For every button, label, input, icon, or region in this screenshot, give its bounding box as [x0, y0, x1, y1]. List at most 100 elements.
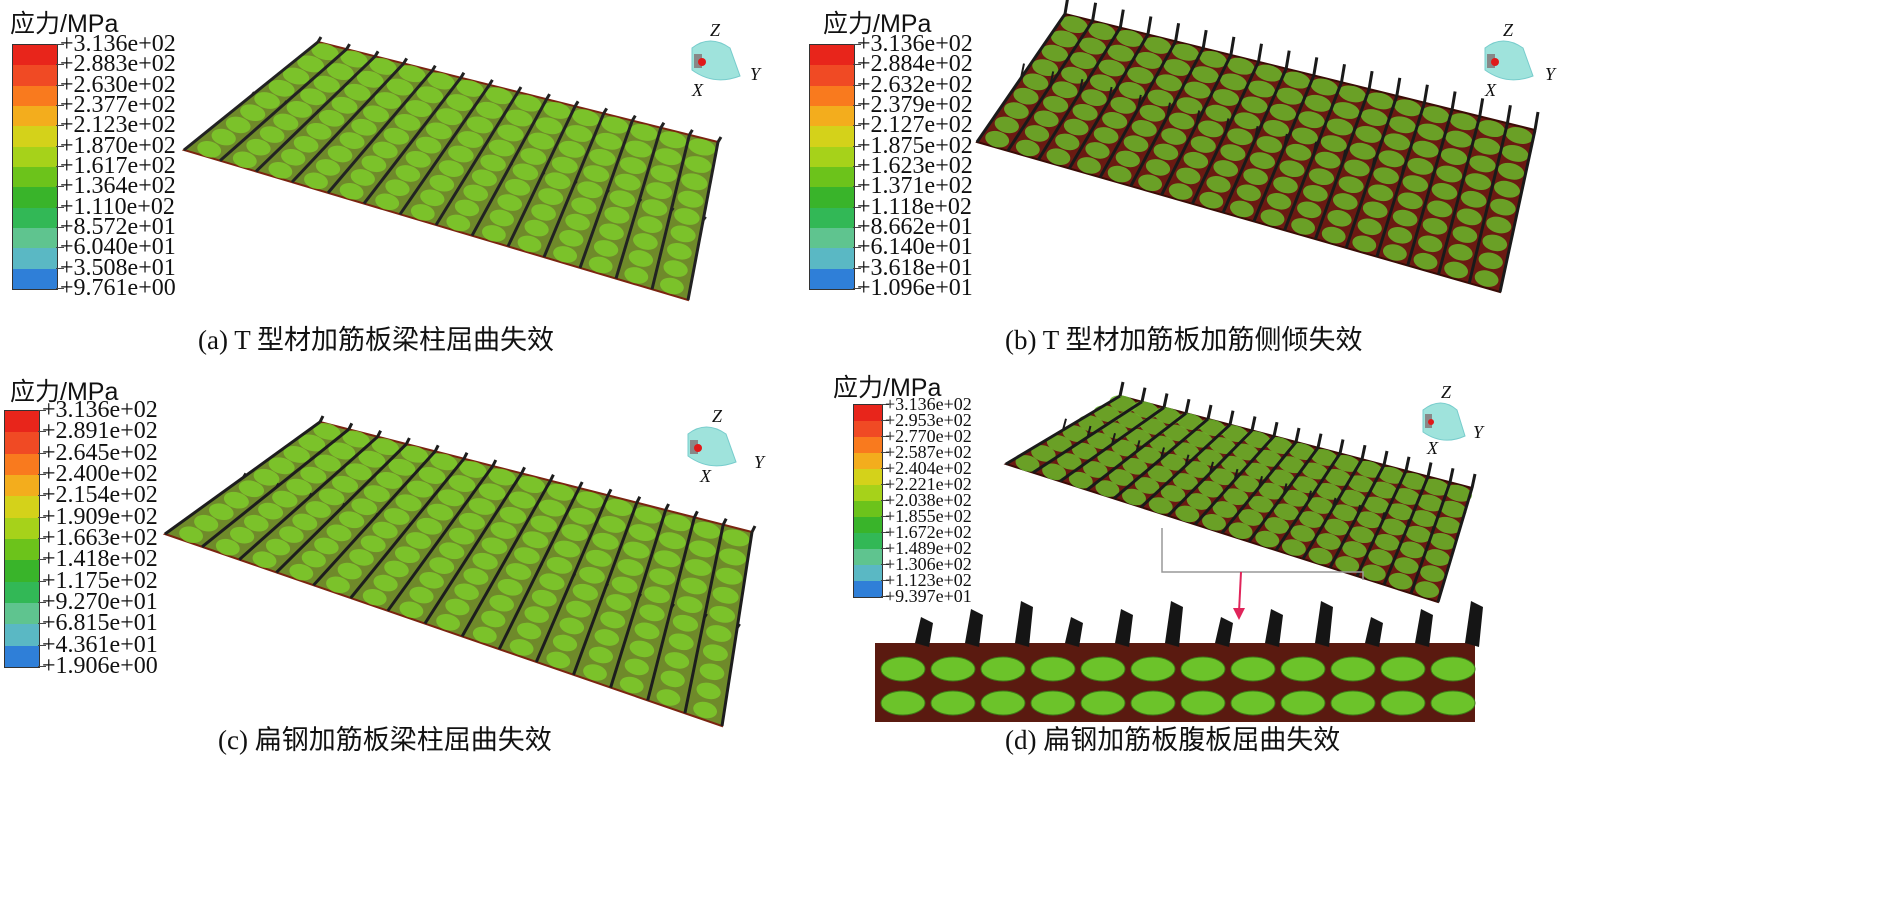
- stress-region: [384, 560, 409, 578]
- stress-region: [1339, 489, 1366, 507]
- stress-region: [268, 457, 295, 475]
- stiffener-flange: [1118, 381, 1125, 397]
- stress-region: [1280, 690, 1326, 716]
- stress-region: [488, 139, 515, 157]
- axis-y-label: Y: [1473, 422, 1484, 442]
- stress-region: [514, 94, 542, 112]
- stress-region: [1256, 136, 1283, 153]
- stress-region: [595, 132, 623, 150]
- stress-region: [680, 577, 707, 595]
- legend-value-label: +1.906e+00: [42, 653, 158, 679]
- legend-swatch: [5, 560, 39, 582]
- legend-tick: [56, 206, 64, 208]
- stress-region: [1298, 111, 1325, 129]
- stress-region: [253, 468, 280, 486]
- stress-region: [617, 559, 644, 576]
- stress-region: [524, 219, 549, 237]
- stress-region: [659, 131, 687, 149]
- stress-region: [559, 229, 584, 247]
- stress-region: [1115, 150, 1140, 168]
- stress-region: [1279, 160, 1305, 178]
- stress-region: [633, 233, 658, 250]
- stiffener-flange: [491, 459, 498, 467]
- axis-x-label: X: [1485, 80, 1496, 100]
- legend-swatch: [810, 105, 854, 127]
- legend-value-label: +1.489e+02: [885, 538, 972, 558]
- stress-region: [1352, 235, 1377, 253]
- stress-region: [1176, 167, 1201, 185]
- stress-region: [609, 190, 636, 208]
- stress-region: [351, 498, 378, 516]
- triad-block: [694, 54, 702, 68]
- stress-region: [1111, 439, 1138, 457]
- legend-value-label: +6.040e+01: [60, 234, 176, 261]
- legend-swatch: [810, 126, 854, 147]
- stress-region: [538, 499, 566, 517]
- stress-region: [658, 532, 686, 550]
- stress-region: [668, 633, 694, 651]
- stress-region: [619, 676, 644, 694]
- triad-shape: [1422, 402, 1466, 441]
- stress-region: [1134, 477, 1160, 494]
- stiffener-flange: [670, 603, 675, 610]
- stiffener: [1283, 81, 1343, 231]
- legend-swatch: [854, 469, 882, 485]
- legend-tick: [56, 186, 64, 188]
- legend-swatch: [810, 146, 854, 167]
- stress-region: [497, 578, 523, 596]
- stress-region: [1297, 201, 1322, 219]
- legend-value-label: +2.630e+02: [60, 71, 176, 98]
- legend-tick: [38, 516, 46, 518]
- stress-region: [614, 173, 641, 191]
- stress-region: [1013, 87, 1039, 105]
- stress-region: [1330, 656, 1376, 682]
- stiffener-flange: [750, 525, 757, 533]
- legend-value-label: +2.379e+02: [857, 92, 973, 118]
- stress-region: [375, 193, 400, 211]
- stress-region: [1149, 435, 1176, 453]
- stress-region: [1030, 656, 1076, 682]
- stiffener-flange: [1404, 456, 1411, 472]
- legend-swatch: [5, 432, 39, 454]
- stress-region: [670, 225, 696, 243]
- stress-region: [448, 527, 475, 545]
- axis-z-label: Z: [710, 20, 721, 40]
- stress-region: [1175, 505, 1200, 523]
- stiffener-flange: [508, 162, 514, 168]
- stress-region: [1299, 511, 1324, 528]
- stress-region: [463, 184, 489, 202]
- legend-swatch: [854, 533, 882, 549]
- legend-color-bar: [4, 410, 40, 668]
- stiffener-flange: [373, 50, 380, 58]
- stiffener-flange: [520, 466, 526, 474]
- stress-region: [628, 250, 654, 267]
- stress-region: [1089, 74, 1116, 92]
- stress-region: [611, 576, 638, 594]
- stiffener-flange: [1209, 461, 1214, 474]
- stiffener-flange: [340, 502, 346, 509]
- stiffener-flange: [1184, 398, 1191, 414]
- stress-region: [258, 502, 284, 520]
- stress-region: [543, 101, 571, 119]
- web-stiffener: [1165, 601, 1183, 647]
- stress-region: [1234, 475, 1260, 493]
- stiffener-flange: [1086, 425, 1092, 438]
- stress-region: [1407, 158, 1434, 175]
- stiffener: [362, 76, 463, 205]
- stress-region: [1160, 453, 1187, 471]
- legend-tick: [881, 564, 889, 565]
- stress-region: [297, 55, 325, 73]
- legend-tick: [38, 452, 46, 454]
- stress-region: [1122, 457, 1148, 475]
- stress-region: [1083, 461, 1108, 478]
- stress-region: [1228, 522, 1253, 539]
- caption-d: (d) 扁钢加筋板腹板屈曲失效: [1005, 725, 1341, 755]
- stress-region: [709, 606, 736, 623]
- stress-region: [528, 132, 555, 150]
- stiffener-flange: [314, 109, 320, 115]
- stress-region: [531, 204, 556, 221]
- stress-region: [1093, 127, 1119, 144]
- stress-region: [1280, 656, 1326, 682]
- stress-region: [1333, 454, 1361, 472]
- stress-region: [1374, 533, 1400, 551]
